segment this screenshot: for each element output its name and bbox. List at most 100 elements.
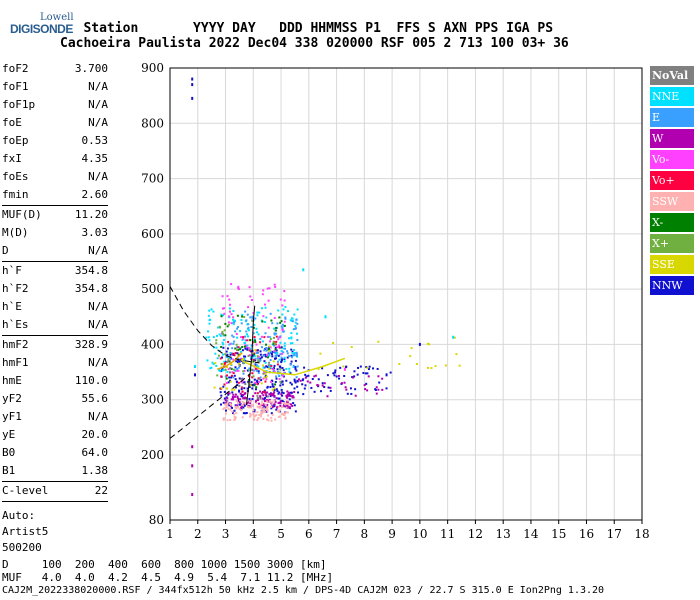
echo-point xyxy=(280,320,283,323)
echo-point xyxy=(262,377,265,380)
echo-point xyxy=(250,298,253,301)
echo-point xyxy=(381,377,384,380)
echo-point xyxy=(226,370,229,373)
echo-point xyxy=(343,381,346,384)
echo-point xyxy=(352,376,355,379)
echo-point xyxy=(289,342,292,345)
echo-point xyxy=(247,347,250,350)
echo-point xyxy=(285,367,288,370)
param-row: h`F 354.8 xyxy=(2,262,108,280)
echo-point xyxy=(221,369,224,372)
echo-point xyxy=(260,404,263,407)
echo-point xyxy=(281,380,284,383)
echo-point xyxy=(268,400,271,403)
echo-point xyxy=(295,318,298,321)
param-row: MUF(D) 11.20 xyxy=(2,206,108,224)
echo-point xyxy=(293,380,296,383)
echo-point xyxy=(326,374,329,377)
echo-point xyxy=(243,370,246,373)
echo-point xyxy=(247,323,250,326)
echo-point xyxy=(270,405,273,408)
echo-point xyxy=(285,411,288,414)
echo-point xyxy=(254,341,257,344)
echo-point xyxy=(310,386,313,389)
echo-point xyxy=(248,286,251,289)
echo-point xyxy=(254,359,257,362)
echo-point xyxy=(240,386,243,389)
echo-point xyxy=(428,343,431,346)
echo-point xyxy=(207,314,210,317)
echo-point xyxy=(240,378,243,381)
echo-point xyxy=(258,311,261,314)
y-tick-label: 200 xyxy=(141,448,164,462)
echo-point xyxy=(205,336,208,339)
echo-point xyxy=(329,386,332,389)
echo-point xyxy=(281,328,284,331)
x-tick-label: 6 xyxy=(305,527,313,541)
echo-point xyxy=(276,322,279,325)
echo-point xyxy=(217,326,220,329)
echo-point xyxy=(277,411,280,414)
echo-point xyxy=(236,361,239,364)
echo-point xyxy=(231,371,234,374)
echo-point xyxy=(283,344,286,347)
echo-point xyxy=(288,370,291,373)
echo-point xyxy=(243,397,246,400)
echo-point xyxy=(261,346,264,349)
echo-point xyxy=(246,344,249,347)
echo-point xyxy=(250,326,253,329)
echo-point xyxy=(296,365,299,368)
param-row: fmin 2.60 xyxy=(2,186,108,204)
echo-point xyxy=(271,385,274,388)
echo-point xyxy=(237,359,240,362)
echo-point xyxy=(231,398,234,401)
echo-point xyxy=(255,369,258,372)
echo-point xyxy=(255,351,258,354)
param-name: foE xyxy=(2,116,22,129)
echo-point xyxy=(231,352,234,355)
echo-point xyxy=(264,397,267,400)
echo-point xyxy=(285,400,288,403)
echo-point xyxy=(225,387,228,390)
param-value: N/A xyxy=(88,116,108,129)
echo-point xyxy=(293,404,296,407)
echo-point xyxy=(290,383,293,386)
echo-point xyxy=(223,397,226,400)
echo-point xyxy=(292,365,295,368)
auto-line3: 500200 xyxy=(2,541,42,554)
echo-point xyxy=(226,325,229,328)
echo-point xyxy=(262,372,265,375)
echo-point xyxy=(226,397,229,400)
echo-point xyxy=(279,298,282,301)
echo-point xyxy=(268,340,271,343)
echo-point xyxy=(293,378,296,381)
x-tick-label: 3 xyxy=(222,527,230,541)
param-row: fxI 4.35 xyxy=(2,150,108,168)
param-name: fmin xyxy=(2,188,29,201)
echo-point xyxy=(265,407,268,410)
echo-point xyxy=(260,335,263,338)
echo-point xyxy=(268,345,271,348)
echo-point xyxy=(303,366,306,369)
echo-point xyxy=(263,336,266,339)
echo-point xyxy=(221,341,224,344)
echo-point xyxy=(278,391,281,394)
echo-point xyxy=(344,366,347,369)
echo-point xyxy=(243,381,246,384)
echo-point xyxy=(281,327,284,330)
echo-point xyxy=(365,382,368,385)
echo-point xyxy=(233,319,236,322)
echo-point xyxy=(270,393,273,396)
echo-point xyxy=(266,391,269,394)
echo-point xyxy=(233,321,236,324)
echo-point xyxy=(256,405,259,408)
echo-point xyxy=(263,391,266,394)
echo-point xyxy=(279,366,282,369)
echo-point xyxy=(262,418,265,421)
echo-point xyxy=(271,413,274,416)
echo-point xyxy=(233,409,236,412)
echo-point xyxy=(270,407,273,410)
echo-point xyxy=(259,397,262,400)
echo-point xyxy=(265,349,268,352)
echo-point xyxy=(265,365,268,368)
